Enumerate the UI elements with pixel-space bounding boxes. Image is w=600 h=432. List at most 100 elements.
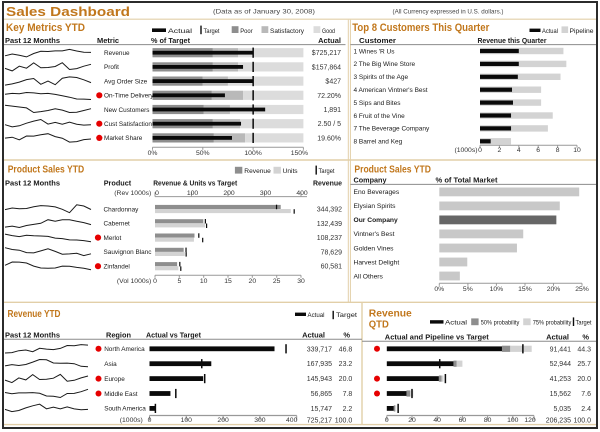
svg-text:23.2: 23.2 [339, 361, 353, 368]
svg-text:40: 40 [433, 417, 441, 424]
svg-text:19.60%: 19.60% [317, 135, 341, 142]
svg-text:Vintner's Best: Vintner's Best [354, 231, 395, 238]
svg-text:6 Fruit of the Vine: 6 Fruit of the Vine [354, 113, 406, 120]
svg-text:Actual vs Target: Actual vs Target [146, 330, 201, 339]
svg-text:Pipeline: Pipeline [570, 28, 595, 35]
svg-text:10: 10 [200, 278, 208, 285]
svg-text:Eno Beverages: Eno Beverages [354, 189, 400, 196]
svg-text:% of Total Market: % of Total Market [436, 176, 498, 185]
svg-text:Sauvignon Blanc: Sauvignon Blanc [104, 249, 153, 256]
svg-text:78,629: 78,629 [321, 249, 343, 256]
svg-text:30: 30 [297, 278, 305, 285]
svg-text:Target: Target [319, 168, 335, 175]
svg-text:%: % [582, 333, 589, 342]
svg-text:4: 4 [517, 147, 521, 154]
svg-text:339,717: 339,717 [307, 346, 332, 353]
svg-text:2: 2 [498, 147, 502, 154]
svg-text:Revenue & Units vs Target: Revenue & Units vs Target [153, 178, 237, 187]
svg-text:Actual: Actual [308, 312, 326, 319]
svg-text:Revenue YTD: Revenue YTD [8, 308, 61, 320]
svg-text:100.0: 100.0 [573, 417, 591, 424]
svg-text:400: 400 [296, 190, 308, 197]
svg-text:0: 0 [385, 417, 389, 424]
svg-text:15,747: 15,747 [311, 406, 333, 413]
svg-text:Units: Units [283, 168, 299, 175]
svg-text:Actual: Actual [302, 330, 325, 339]
svg-text:Actual: Actual [542, 28, 558, 35]
svg-text:56,865: 56,865 [311, 391, 333, 398]
svg-text:25%: 25% [575, 286, 589, 293]
svg-text:100.0: 100.0 [335, 417, 353, 424]
svg-text:(1000s): (1000s) [120, 417, 143, 424]
svg-text:8 Barrel and Keg: 8 Barrel and Keg [354, 139, 403, 146]
svg-text:132,439: 132,439 [317, 221, 342, 228]
svg-text:(Rev 1000s): (Rev 1000s) [114, 190, 151, 197]
svg-text:2.2: 2.2 [343, 406, 353, 413]
svg-text:5: 5 [177, 278, 181, 285]
svg-text:Chardonnay: Chardonnay [104, 206, 140, 213]
svg-text:Market Share: Market Share [104, 135, 143, 142]
svg-text:Actual: Actual [168, 28, 193, 35]
svg-text:167,935: 167,935 [307, 361, 332, 368]
svg-text:Revenue this Quarter: Revenue this Quarter [478, 36, 547, 45]
svg-text:Satisfactory: Satisfactory [270, 28, 305, 35]
svg-text:On-Time Delivery: On-Time Delivery [104, 93, 154, 100]
svg-text:20.0: 20.0 [577, 376, 591, 383]
svg-text:0: 0 [148, 417, 152, 424]
svg-text:Target: Target [336, 312, 357, 319]
svg-text:150%: 150% [291, 150, 308, 157]
svg-text:Elysian Spirits: Elysian Spirits [354, 203, 397, 210]
svg-text:Past 12 Months: Past 12 Months [5, 178, 60, 187]
svg-text:(1000s): (1000s) [454, 147, 477, 154]
svg-text:0%: 0% [148, 150, 158, 157]
svg-text:15,562: 15,562 [550, 391, 572, 398]
svg-text:2.4: 2.4 [581, 406, 591, 413]
svg-text:$157,864: $157,864 [312, 64, 341, 71]
svg-text:Product Sales YTD: Product Sales YTD [354, 164, 431, 176]
svg-text:25: 25 [273, 278, 281, 285]
svg-text:%: % [343, 330, 350, 339]
svg-text:10%: 10% [490, 286, 504, 293]
svg-text:5 Sips and Bites: 5 Sips and Bites [354, 100, 402, 107]
svg-text:41,253: 41,253 [550, 376, 572, 383]
svg-text:7 The Beverage Company: 7 The Beverage Company [354, 126, 431, 133]
svg-text:25.7: 25.7 [577, 361, 591, 368]
svg-text:Actual and Pipeline vs Target: Actual and Pipeline vs Target [385, 333, 489, 342]
svg-text:Region: Region [106, 330, 131, 339]
svg-text:(Vol 1000s): (Vol 1000s) [117, 278, 151, 285]
svg-text:Product: Product [104, 178, 132, 187]
svg-text:20: 20 [408, 417, 416, 424]
svg-text:Cabernet: Cabernet [104, 221, 131, 228]
svg-text:Middle East: Middle East [104, 391, 138, 398]
svg-text:Past 12 Months: Past 12 Months [5, 330, 60, 339]
svg-text:Past 12 Months: Past 12 Months [5, 36, 60, 45]
svg-text:$725,217: $725,217 [312, 50, 341, 57]
svg-text:300: 300 [254, 417, 266, 424]
svg-text:20: 20 [249, 278, 257, 285]
svg-text:300: 300 [260, 190, 272, 197]
svg-text:15: 15 [224, 278, 232, 285]
svg-text:(All Currency expressed in U.S: (All Currency expressed in U.S. dollars.… [393, 9, 504, 16]
svg-text:5,035: 5,035 [553, 406, 571, 413]
svg-text:80: 80 [484, 417, 492, 424]
svg-text:Customer: Customer [359, 36, 396, 45]
svg-text:Revenue: Revenue [244, 168, 271, 175]
svg-text:108,237: 108,237 [317, 235, 342, 242]
svg-text:60,581: 60,581 [321, 264, 343, 271]
svg-text:72.20%: 72.20% [317, 93, 341, 100]
svg-text:20%: 20% [547, 286, 561, 293]
svg-text:% of Target: % of Target [151, 36, 190, 45]
svg-text:Europe: Europe [104, 376, 125, 383]
svg-text:10: 10 [573, 147, 581, 154]
svg-text:South America: South America [104, 406, 146, 413]
svg-text:15%: 15% [518, 286, 532, 293]
svg-text:2 The Big Wine Store: 2 The Big Wine Store [354, 61, 416, 68]
svg-text:3 Spirits of the Age: 3 Spirits of the Age [354, 74, 409, 81]
svg-text:1,891: 1,891 [323, 107, 341, 114]
svg-text:200: 200 [223, 190, 235, 197]
svg-text:0: 0 [155, 190, 159, 197]
svg-text:1 Wines 'R Us: 1 Wines 'R Us [354, 48, 396, 55]
svg-text:Our Company: Our Company [354, 217, 398, 224]
svg-text:0: 0 [478, 147, 482, 154]
svg-text:Revenue: Revenue [313, 178, 342, 187]
